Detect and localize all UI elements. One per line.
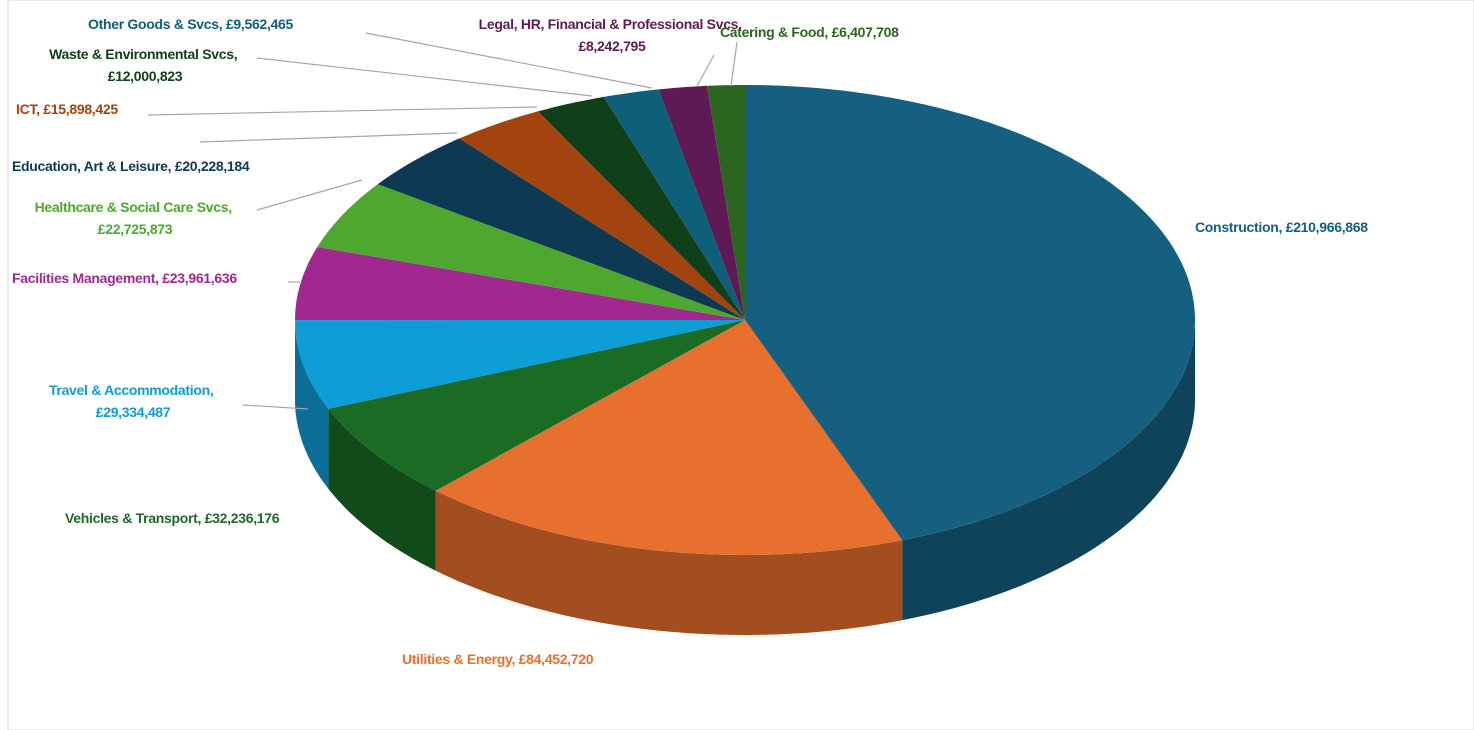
label-separator: ,	[155, 270, 162, 286]
slice	[745, 85, 1195, 541]
data-label: Facilities Management, £23,961,636	[12, 270, 237, 286]
label-category: Other Goods & Svcs	[88, 16, 219, 32]
label-value: £12,000,823	[108, 68, 183, 84]
label-value: £23,961,636	[162, 270, 237, 286]
slice-side	[295, 320, 329, 489]
label-separator: ,	[210, 382, 217, 398]
leader-line	[365, 32, 653, 89]
label-category: Vehicles & Transport	[65, 510, 198, 526]
data-label: Travel & Accommodation, £29,334,487	[49, 382, 217, 420]
leader-line	[147, 106, 538, 116]
label-category: Travel & Accommodation	[49, 382, 210, 398]
label-value: £210,966,868	[1286, 219, 1369, 235]
data-label: Catering & Food, £6,407,708	[720, 24, 899, 40]
data-label: ICT, £15,898,425	[16, 101, 118, 117]
data-label: Construction, £210,966,868	[1195, 219, 1368, 235]
slice	[317, 184, 745, 320]
label-category: Facilities Management	[12, 270, 156, 286]
label-separator: ,	[1279, 219, 1286, 235]
slice	[459, 111, 745, 320]
label-separator: ,	[234, 46, 241, 62]
label-category: ICT	[16, 101, 38, 117]
label-separator: ,	[36, 101, 43, 117]
label-category: Utilities & Energy	[402, 651, 513, 667]
slice	[435, 320, 903, 555]
leader-line	[730, 41, 738, 87]
label-value: £32,236,176	[205, 510, 280, 526]
label-value: £9,562,465	[226, 16, 294, 32]
label-category: Construction	[1195, 219, 1279, 235]
slice	[295, 320, 745, 409]
label-separator: ,	[168, 158, 175, 174]
data-label: Other Goods & Svcs, £9,562,465	[88, 16, 294, 32]
slice	[538, 96, 745, 321]
leader-line	[199, 132, 458, 143]
label-value: £22,725,873	[98, 221, 173, 237]
label-separator: ,	[824, 24, 831, 40]
label-separator: ,	[738, 16, 745, 32]
label-category: Legal, HR, Financial & Professional Svcs	[479, 16, 739, 32]
slice	[377, 138, 745, 320]
label-value: £84,452,720	[519, 651, 594, 667]
slice	[295, 247, 745, 321]
label-category: Waste & Environmental Svcs	[49, 46, 234, 62]
slice-side	[435, 490, 903, 635]
data-label: Legal, HR, Financial & Professional Svcs…	[479, 16, 746, 54]
label-category: Education, Art & Leisure	[12, 158, 168, 174]
label-value: £29,334,487	[96, 404, 171, 420]
leader-line	[256, 57, 593, 97]
label-category: Catering & Food	[720, 24, 824, 40]
data-label: Waste & Environmental Svcs, £12,000,823	[49, 46, 241, 84]
slice	[707, 85, 745, 320]
label-separator: ,	[511, 651, 518, 667]
label-value: £8,242,795	[578, 38, 646, 54]
slice	[658, 85, 745, 320]
label-separator: ,	[228, 199, 235, 215]
label-separator: ,	[219, 16, 226, 32]
slice	[603, 89, 745, 321]
label-category: Healthcare & Social Care Svcs	[35, 199, 229, 215]
data-label: Healthcare & Social Care Svcs, £22,725,8…	[35, 199, 236, 237]
slice-side	[328, 408, 436, 571]
label-value: £20,228,184	[175, 158, 250, 174]
label-value: £15,898,425	[43, 101, 118, 117]
leader-line	[242, 404, 309, 410]
data-label: Education, Art & Leisure, £20,228,184	[12, 158, 250, 174]
label-separator: ,	[198, 510, 205, 526]
leader-line	[256, 179, 363, 211]
data-label: Vehicles & Transport, £32,236,176	[65, 510, 280, 526]
slice-side	[902, 320, 1195, 621]
data-label: Utilities & Energy, £84,452,720	[402, 651, 594, 667]
slice	[328, 320, 745, 491]
leader-line	[696, 54, 715, 87]
label-value: £6,407,708	[832, 24, 900, 40]
